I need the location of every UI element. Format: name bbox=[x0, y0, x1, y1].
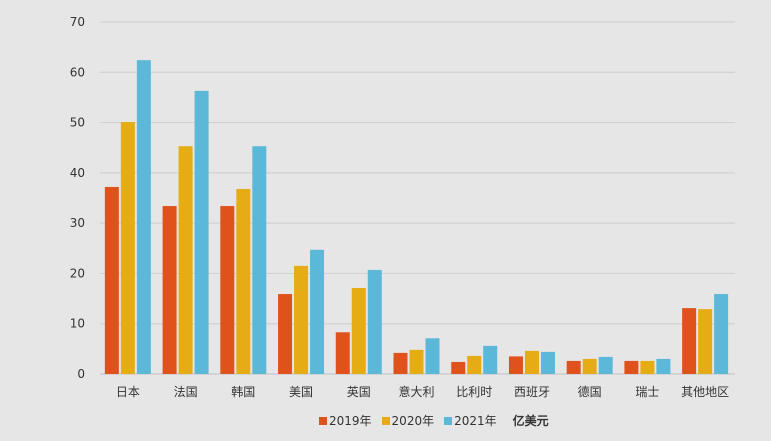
x-category-label: 比利时 bbox=[456, 385, 492, 399]
bar bbox=[136, 60, 151, 375]
legend-label-2019: 2019年 bbox=[329, 414, 372, 428]
bar bbox=[178, 146, 193, 374]
bar bbox=[236, 188, 251, 374]
legend-swatch-2019 bbox=[319, 416, 327, 425]
bar bbox=[220, 206, 235, 374]
legend: 2019年 2020年 2021年 亿美元 bbox=[319, 412, 549, 429]
legend-item-2020: 2020年 bbox=[381, 412, 435, 429]
bar bbox=[162, 206, 177, 374]
legend-item-2019: 2019年 bbox=[319, 412, 372, 429]
bar bbox=[640, 360, 655, 374]
bar bbox=[252, 146, 267, 374]
bar bbox=[351, 288, 366, 374]
bar bbox=[714, 294, 729, 374]
legend-label-2021: 2021年 bbox=[454, 414, 497, 428]
y-tick-label: 0 bbox=[77, 367, 85, 381]
bar bbox=[524, 350, 539, 374]
bar bbox=[624, 360, 639, 374]
bar bbox=[335, 332, 350, 374]
bar bbox=[540, 351, 555, 374]
bar bbox=[451, 361, 466, 374]
x-category-label: 法国 bbox=[174, 385, 198, 399]
y-tick-label: 50 bbox=[70, 116, 85, 130]
bar bbox=[278, 294, 293, 374]
y-tick-label: 70 bbox=[70, 15, 85, 29]
bar bbox=[483, 345, 498, 374]
x-category-label: 日本 bbox=[116, 385, 140, 399]
bar bbox=[393, 352, 408, 374]
y-tick-label: 60 bbox=[70, 65, 85, 79]
bar bbox=[425, 338, 440, 374]
y-axis: 0 10 20 30 40 50 60 70 bbox=[70, 15, 85, 381]
y-tick-label: 20 bbox=[70, 266, 85, 280]
legend-item-2021: 2021年 bbox=[444, 412, 497, 429]
legend-label-2020: 2020年 bbox=[391, 414, 435, 428]
legend-swatch-2020 bbox=[381, 416, 390, 425]
y-tick-label: 40 bbox=[70, 166, 85, 180]
y-tick-label: 10 bbox=[70, 317, 85, 331]
bar bbox=[120, 122, 135, 374]
x-category-label: 意大利 bbox=[398, 384, 434, 399]
x-category-label: 韩国 bbox=[231, 384, 255, 399]
bars bbox=[104, 60, 729, 375]
x-category-label: 瑞士 bbox=[635, 385, 659, 399]
x-category-label: 其他地区 bbox=[681, 385, 729, 399]
bar bbox=[698, 309, 713, 374]
legend-swatch-2021 bbox=[444, 416, 453, 425]
x-category-label: 西班牙 bbox=[514, 385, 550, 399]
bar bbox=[194, 90, 209, 375]
x-category-label: 德国 bbox=[578, 384, 602, 399]
x-category-label: 英国 bbox=[347, 385, 371, 399]
bar bbox=[598, 356, 613, 374]
bar bbox=[582, 358, 597, 374]
bar bbox=[367, 269, 382, 374]
bar bbox=[310, 249, 325, 374]
bar bbox=[467, 355, 482, 374]
bar bbox=[294, 265, 309, 374]
bar bbox=[104, 186, 119, 374]
x-axis: 日本 法国 韩国 美国 英国 意大利 比利时 西班牙 德国 瑞士 其他地区 bbox=[116, 384, 729, 399]
bar bbox=[508, 356, 523, 374]
x-category-label: 美国 bbox=[289, 385, 313, 399]
bar bbox=[409, 349, 424, 374]
y-tick-label: 30 bbox=[70, 216, 85, 230]
bar bbox=[682, 308, 697, 374]
bar bbox=[656, 358, 671, 374]
bar bbox=[566, 360, 581, 374]
unit-label: 亿美元 bbox=[512, 414, 549, 428]
